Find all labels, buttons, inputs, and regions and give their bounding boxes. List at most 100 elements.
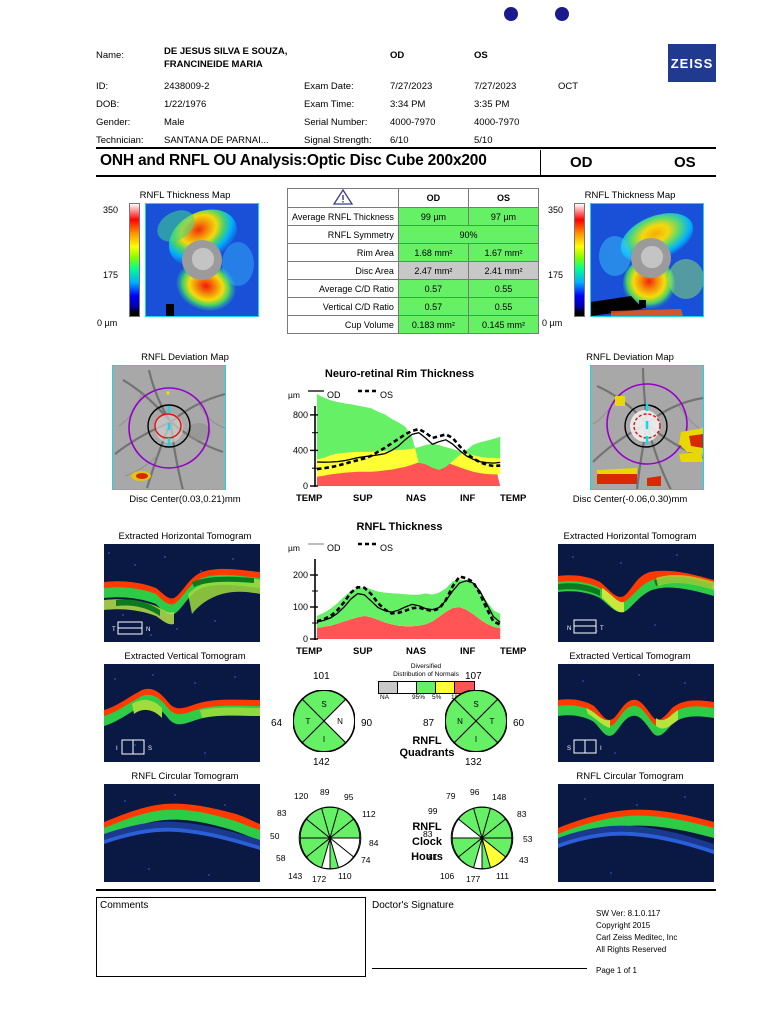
rnfl-ylabel: µm: [288, 543, 300, 553]
title-od-label: OD: [570, 154, 593, 171]
disc-area-od: 2.47 mm²: [397, 261, 469, 280]
os-scale-top: 350: [548, 205, 564, 215]
os-thickness-map-caption: RNFL Thickness Map: [584, 190, 676, 201]
os-clock-8: 81: [428, 852, 438, 862]
neuro-retinal-rim-chart: Neuro-retinal Rim Thickness µm OD OS 0 4…: [272, 368, 527, 508]
table-row: Rim Area 1.68 mm² 1.67 mm²: [287, 243, 540, 262]
os-clock-9: 83: [423, 829, 433, 839]
svg-text:400: 400: [293, 446, 308, 456]
sw-version: SW Ver: 8.1.0.117: [596, 909, 661, 918]
od-clock-5: 110: [338, 871, 352, 881]
row-label-cup-volume: Cup Volume: [287, 315, 399, 334]
svg-text:800: 800: [293, 410, 308, 420]
os-quadrants-wheel: S N T I: [445, 690, 507, 752]
od-circular-tomogram: [104, 784, 260, 882]
comments-box[interactable]: [96, 897, 366, 977]
rights-reserved: All Rights Reserved: [596, 945, 667, 954]
quadrants-label-line2: Quadrants: [399, 747, 455, 759]
vert-cd-os: 0.55: [467, 297, 540, 316]
rim-area-od: 1.68 mm²: [397, 243, 469, 262]
os-thickness-colorbar: [574, 203, 585, 317]
od-rnfl-deviation-map: [112, 365, 226, 490]
avg-cd-os: 0.55: [467, 279, 540, 298]
rnfl-symmetry-value: 90%: [397, 225, 540, 244]
rnfl-thickness-chart: RNFL Thickness µm OD OS 0 100 200 TEMP S…: [272, 521, 527, 661]
od-clock-9: 50: [270, 831, 280, 841]
od-circ-bscan: [104, 784, 260, 882]
os-clock-7: 106: [440, 871, 455, 881]
od-quadrant-sup-value: 101: [313, 671, 330, 682]
svg-text:I: I: [600, 746, 602, 752]
measurements-table: OD OS Average RNFL Thickness 99 µm 97 µm…: [287, 188, 540, 334]
warning-icon-cell: [287, 188, 399, 208]
nrr-xtick-0: TEMP: [296, 493, 323, 504]
patient-header: Name: DE JESUS SILVA E SOUZA, FRANCINEID…: [96, 44, 716, 146]
od-horiz-bscan: T N: [104, 544, 260, 642]
vert-cd-od: 0.57: [397, 297, 469, 316]
table-row: Average RNFL Thickness 99 µm 97 µm: [287, 207, 540, 226]
od-clock-1: 95: [344, 792, 354, 802]
od-rnfl-thickness-map: [145, 203, 259, 317]
nrr-xtick-1: SUP: [353, 493, 373, 504]
legend-swatch-red: [455, 682, 474, 693]
avg-rnfl-os: 97 µm: [467, 207, 540, 226]
nrr-ylabel: µm: [288, 390, 300, 400]
od-quadrants-wheel: S T N I: [293, 690, 355, 752]
od-thickness-map-caption: RNFL Thickness Map: [139, 190, 231, 201]
svg-text:100: 100: [293, 602, 308, 612]
od-clock-10: 83: [277, 808, 287, 818]
svg-text:I: I: [323, 735, 325, 744]
os-clock-6: 177: [466, 874, 481, 884]
row-label-avg-cd: Average C/D Ratio: [287, 279, 399, 298]
cup-volume-os: 0.145 mm²: [467, 315, 540, 334]
legend-label-95: 95%: [412, 694, 426, 701]
svg-text:N: N: [337, 717, 343, 726]
gender-label: Gender:: [96, 117, 131, 128]
legend-label-5: 5%: [432, 694, 442, 701]
od-scale-bottom: 0 µm: [97, 318, 118, 328]
avg-rnfl-od: 99 µm: [397, 207, 469, 226]
nrr-plot: 0 400 800: [293, 389, 501, 491]
zeiss-logo-text: ZEISS: [670, 55, 714, 71]
od-quadrant-inf-value: 142: [313, 757, 330, 768]
os-horizontal-tomogram: N T: [558, 544, 714, 642]
os-quadrant-inf-value: 132: [465, 757, 482, 768]
os-clock-hours-wheel: [450, 806, 514, 870]
table-header-row: OD OS: [287, 188, 540, 208]
os-fundus-image: [591, 366, 703, 489]
os-clock-5: 111: [496, 871, 509, 881]
rnfl-xtick-1: SUP: [353, 646, 373, 657]
nrr-xtick-3: INF: [460, 493, 476, 504]
warning-triangle-icon: [332, 188, 354, 205]
od-column-header: OD: [390, 50, 405, 61]
table-row: RNFL Symmetry 90%: [287, 225, 540, 244]
id-value: 2438009-2: [164, 81, 210, 92]
table-col-os: OS: [467, 188, 540, 208]
quadrants-label: RNFL Quadrants: [382, 735, 472, 759]
signal-strength-od: 6/10: [390, 135, 409, 146]
os-clock-12: 96: [470, 787, 480, 797]
clock-label-line1: RNFL: [412, 821, 442, 833]
nrr-xtick-4: TEMP: [500, 493, 527, 504]
legend-swatch-5: [417, 682, 436, 693]
os-clock-2: 83: [517, 809, 527, 819]
svg-text:200: 200: [293, 570, 308, 580]
signal-strength-label: Signal Strength:: [304, 135, 372, 146]
serial-os: 4000-7970: [474, 117, 520, 128]
os-rnfl-thickness-map: [590, 203, 704, 317]
od-clock-3: 84: [369, 838, 379, 848]
od-thickness-colorbar: [129, 203, 140, 317]
legend-label-na: NA: [380, 694, 390, 701]
svg-text:S: S: [473, 700, 478, 709]
od-horizontal-tomogram-caption: Extracted Horizontal Tomogram: [118, 531, 252, 542]
avg-cd-od: 0.57: [397, 279, 469, 298]
os-circular-tomogram-caption: RNFL Circular Tomogram: [576, 771, 684, 782]
signature-line: [372, 968, 587, 969]
os-quadrant-sup-value: 107: [465, 671, 482, 682]
table-col-od: OD: [397, 188, 469, 208]
od-quadrant-nas-value: 90: [361, 718, 373, 729]
os-horizontal-tomogram-caption: Extracted Horizontal Tomogram: [563, 531, 697, 542]
od-scale-mid: 175: [103, 270, 119, 280]
clock-label-line2: Clock: [412, 835, 442, 848]
title-os-label: OS: [674, 154, 696, 171]
